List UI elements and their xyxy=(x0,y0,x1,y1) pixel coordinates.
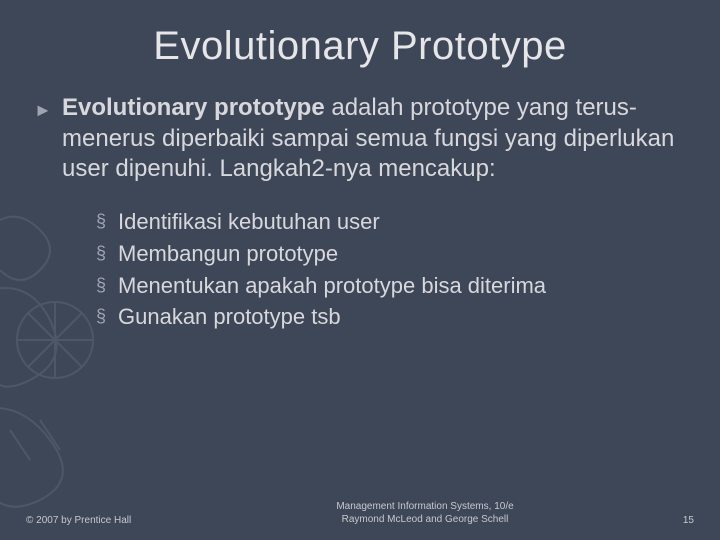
list-item: § Membangun prototype xyxy=(96,239,686,269)
main-point-bold: Evolutionary prototype xyxy=(62,94,325,121)
footer: © 2007 by Prentice Hall Management Infor… xyxy=(0,500,720,526)
footer-authors: Raymond McLeod and George Schell xyxy=(196,513,654,526)
list-item-text: Identifikasi kebutuhan user xyxy=(118,209,380,234)
page-number: 15 xyxy=(654,515,694,526)
footer-copyright: © 2007 by Prentice Hall xyxy=(26,515,196,526)
list-item-text: Gunakan prototype tsb xyxy=(118,304,341,329)
section-bullet-icon: § xyxy=(96,273,106,297)
section-bullet-icon: § xyxy=(96,304,106,328)
list-item-text: Menentukan apakah prototype bisa diterim… xyxy=(118,273,546,298)
list-item: § Menentukan apakah prototype bisa diter… xyxy=(96,271,686,301)
triangle-bullet-icon: ► xyxy=(34,99,52,122)
slide-container: Evolutionary Prototype ► Evolutionary pr… xyxy=(0,0,720,540)
list-item: § Gunakan prototype tsb xyxy=(96,302,686,332)
sub-list: § Identifikasi kebutuhan user § Membangu… xyxy=(34,207,686,332)
section-bullet-icon: § xyxy=(96,209,106,233)
list-item-text: Membangun prototype xyxy=(118,241,338,266)
footer-center: Management Information Systems, 10/e Ray… xyxy=(196,500,654,526)
section-bullet-icon: § xyxy=(96,241,106,265)
slide-title: Evolutionary Prototype xyxy=(34,24,686,69)
footer-book-title: Management Information Systems, 10/e xyxy=(196,500,654,513)
main-point: ► Evolutionary prototype adalah prototyp… xyxy=(34,93,686,185)
list-item: § Identifikasi kebutuhan user xyxy=(96,207,686,237)
